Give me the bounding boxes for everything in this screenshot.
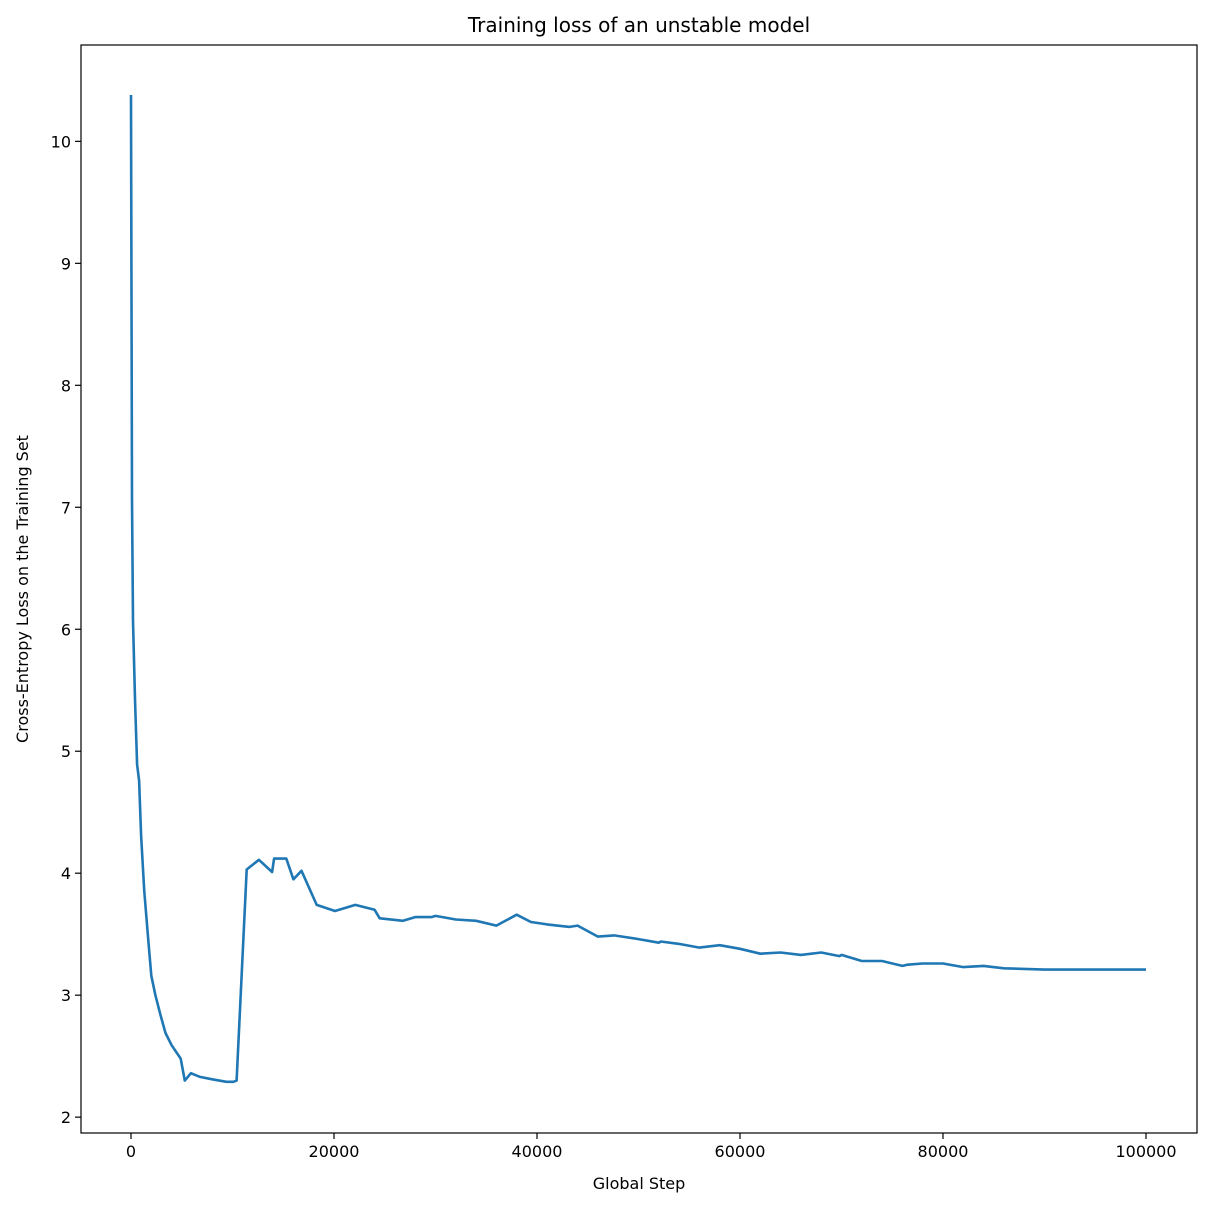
x-axis-label: Global Step — [593, 1174, 686, 1193]
axes-frame — [80, 44, 1198, 1134]
x-tick-label: 100000 — [1115, 1142, 1176, 1161]
plot-area: 0 20000 40000 60000 80000 100000 2 3 4 5 6 7 8 9 10 — [51, 94, 1177, 1161]
chart-title: Training loss of an unstable model — [467, 13, 810, 37]
y-tick-label: 5 — [61, 742, 71, 761]
y-tick-label: 10 — [51, 132, 71, 151]
y-tick-label: 2 — [61, 1108, 71, 1127]
y-tick-label: 7 — [61, 498, 71, 517]
y-tick-label: 9 — [61, 254, 71, 273]
y-axis-label: Cross-Entropy Loss on the Training Set — [13, 435, 32, 743]
loss-series-line — [129, 94, 1146, 1084]
x-tick-label: 20000 — [309, 1142, 360, 1161]
y-tick-label: 3 — [61, 986, 71, 1005]
y-tick-label: 6 — [61, 620, 71, 639]
x-tick-label: 0 — [126, 1142, 136, 1161]
y-tick-label: 4 — [61, 864, 71, 883]
x-tick-label: 60000 — [715, 1142, 766, 1161]
x-tick-label: 40000 — [512, 1142, 563, 1161]
x-tick-label: 80000 — [918, 1142, 969, 1161]
y-tick-label: 8 — [61, 376, 71, 395]
